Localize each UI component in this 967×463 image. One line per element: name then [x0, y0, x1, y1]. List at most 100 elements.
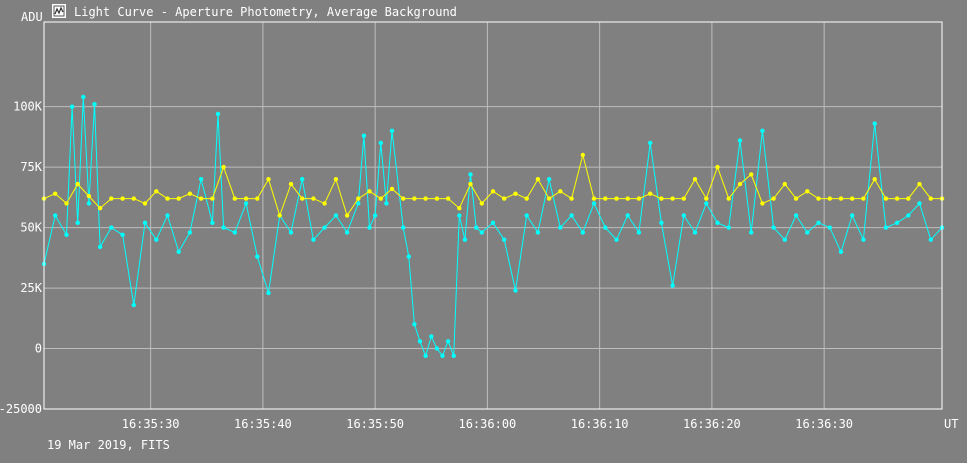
series-1-point — [429, 334, 434, 339]
series-1-point — [614, 237, 619, 242]
series-2-point — [131, 196, 136, 201]
series-2-point — [894, 196, 900, 201]
series-1-point — [636, 230, 642, 235]
series-1-point — [928, 237, 933, 242]
series-1-point — [232, 230, 237, 235]
series-1-point — [311, 237, 316, 242]
x-axis-label: UT — [944, 417, 958, 431]
series-2-point — [603, 196, 608, 201]
series-2-point — [681, 196, 686, 201]
x-tick-label: 16:35:50 — [346, 417, 404, 431]
series-2-point — [322, 201, 327, 206]
series-2-point — [749, 172, 754, 177]
y-tick-label: 50K — [20, 221, 42, 235]
series-1-point — [749, 230, 754, 235]
series-2-point — [872, 177, 877, 182]
series-1-line — [43, 96, 943, 358]
series-1-point — [165, 213, 170, 218]
x-tick-label: 16:36:10 — [571, 417, 629, 431]
series-2-point — [266, 177, 271, 182]
series-1-point — [423, 353, 428, 358]
series-2-point — [344, 213, 350, 218]
series-2-point — [524, 196, 529, 201]
series-2-point — [255, 196, 260, 201]
series-1-point — [97, 244, 103, 250]
app-icon-glyph — [53, 5, 65, 17]
series-2-point — [816, 196, 821, 201]
series-1-point — [445, 339, 451, 344]
series-1-point — [580, 230, 585, 235]
series-1-point — [771, 225, 776, 230]
series-2-point — [715, 164, 720, 170]
series-2-point — [75, 181, 80, 187]
series-2-point — [692, 177, 698, 182]
series-2-point — [423, 196, 428, 201]
series-1-point — [243, 201, 249, 206]
x-tick-label: 16:36:30 — [795, 417, 853, 431]
series-1-point — [704, 201, 709, 206]
series-1-point — [372, 213, 378, 218]
series-2-point — [490, 189, 496, 194]
series-2-point — [648, 191, 653, 196]
series-1-point — [782, 237, 787, 242]
series-2-point — [771, 196, 776, 201]
series-2-point — [737, 181, 743, 187]
series-1-point — [221, 225, 226, 230]
series-1-point — [670, 283, 675, 288]
series-1-point — [389, 128, 395, 133]
series-1-point — [917, 201, 922, 206]
series-1-point — [361, 133, 367, 138]
series-2-point — [97, 206, 103, 211]
series-1-point — [569, 213, 574, 218]
y-tick-label: 75K — [20, 160, 42, 174]
series-1-point — [417, 339, 423, 344]
series-2-point — [300, 196, 305, 201]
series-2-point — [850, 196, 855, 201]
series-1-point — [726, 225, 731, 230]
series-1-point — [215, 111, 221, 117]
series-1-point — [53, 213, 58, 218]
light-curve-app-icon[interactable] — [52, 4, 66, 18]
series-1-point — [356, 201, 361, 206]
series-2-point — [333, 177, 339, 182]
series-1-point — [412, 322, 417, 327]
window-title: Light Curve - Aperture Photometry, Avera… — [74, 5, 457, 19]
series-1-point — [850, 213, 855, 218]
series-2-point — [805, 189, 810, 194]
series-1-point — [827, 225, 832, 230]
series-1-point — [737, 138, 743, 143]
series-1-point — [883, 225, 889, 230]
series-1-point — [69, 104, 75, 109]
series-2-point — [513, 191, 518, 196]
series-1-point — [479, 230, 484, 235]
series-2-point — [782, 181, 787, 187]
series-1-point — [462, 237, 468, 242]
series-2-point — [580, 152, 585, 158]
series-1-point — [322, 225, 327, 230]
series-1-point — [142, 220, 148, 225]
series-2-point — [120, 196, 125, 201]
series-2-point — [221, 164, 226, 170]
series-2-point — [401, 196, 406, 201]
series-1-point — [502, 237, 507, 242]
series-1-point — [333, 213, 339, 218]
series-2-point — [176, 196, 181, 201]
series-2-point — [614, 196, 619, 201]
series-2-point — [109, 196, 114, 201]
series-1-point — [255, 254, 260, 259]
x-tick-label: 16:36:00 — [458, 417, 516, 431]
plot-border — [43, 21, 943, 410]
series-1-point — [838, 249, 844, 254]
series-2-point — [625, 196, 630, 201]
series-2-point — [210, 196, 215, 201]
series-2-point — [591, 196, 597, 201]
series-2-point — [142, 201, 148, 206]
series-2-point — [311, 196, 316, 201]
series-2-point — [704, 196, 709, 201]
series-1-point — [210, 220, 215, 225]
series-1-point — [131, 302, 136, 308]
plot-frame — [43, 21, 943, 410]
y-axis-label: ADU — [21, 10, 43, 24]
series-1-point — [86, 201, 92, 206]
